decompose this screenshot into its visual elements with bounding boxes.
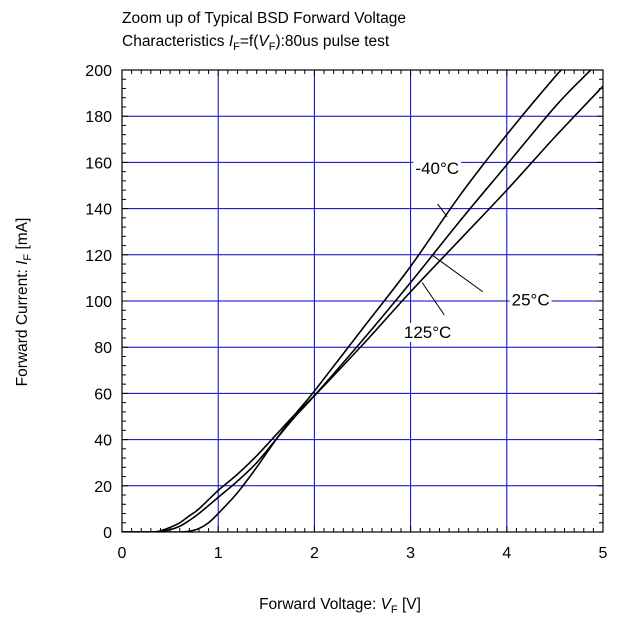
plot-frame (121, 69, 604, 533)
y-tick-label: 140 (85, 202, 112, 219)
minor-ticks (121, 69, 604, 533)
series-line-1 (122, 70, 593, 532)
x-tick-labels: 0 1 2 3 4 5 (118, 545, 608, 562)
annotation-background-0 (413, 158, 462, 178)
series-line-0 (122, 70, 563, 532)
annotation-label-0: -40°C (415, 159, 459, 178)
series-line-2 (122, 85, 603, 532)
y-tick-label: 60 (94, 386, 112, 403)
x-tick-label: 3 (406, 545, 415, 562)
y-tick-label: 80 (94, 340, 112, 357)
annotation-background-1 (509, 290, 552, 310)
annotation-background-2 (401, 322, 454, 342)
y-axis-title: Forward Current: IF [mA] (14, 218, 34, 387)
y-tick-label: 200 (85, 63, 112, 80)
y-tick-label: 180 (85, 109, 112, 126)
annotation-label-1: 25°C (512, 291, 550, 310)
chart-title-line-2: Characteristics IF=f(VF):80us pulse test (122, 33, 390, 53)
annotation-leader-0 (437, 203, 448, 217)
y-tick-label: 160 (85, 155, 112, 172)
annotation-labels: -40°C 25°C 125°C (401, 158, 552, 342)
x-tick-label: 4 (502, 545, 511, 562)
annotation-leaders (421, 203, 484, 316)
x-axis-title: Forward Voltage: VF [V] (259, 596, 421, 616)
annotation-leader-1 (431, 254, 484, 293)
annotation-label-2: 125°C (404, 323, 451, 342)
y-tick-label: 0 (103, 525, 112, 542)
annotation-leader-2 (421, 282, 445, 316)
x-tick-label: 2 (310, 545, 319, 562)
x-tick-label: 5 (599, 545, 608, 562)
y-tick-label: 40 (94, 433, 112, 450)
y-tick-label: 100 (85, 294, 112, 311)
chart-title-line-1: Zoom up of Typical BSD Forward Voltage (122, 10, 406, 27)
y-tick-label: 20 (94, 479, 112, 496)
x-tick-label: 1 (214, 545, 223, 562)
x-tick-label: 0 (118, 545, 127, 562)
y-tick-label: 120 (85, 248, 112, 265)
y-tick-labels: 0 20 40 60 80 100 120 140 160 180 200 (85, 63, 112, 542)
